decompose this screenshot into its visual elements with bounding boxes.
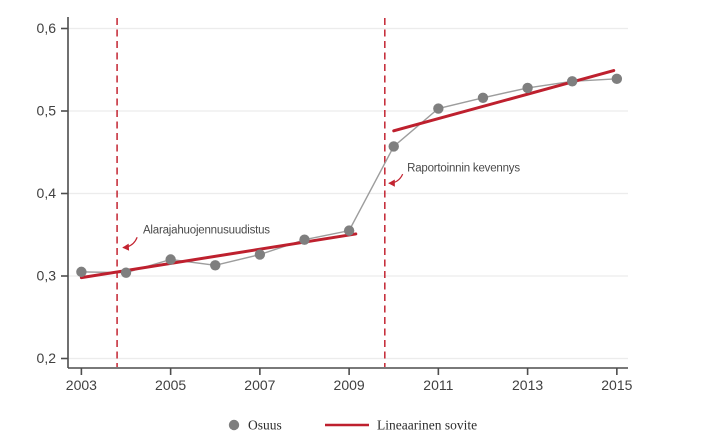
x-tick-label: 2007 xyxy=(244,377,275,393)
legend-label-osuus: Osuus xyxy=(248,418,282,433)
data-point xyxy=(477,92,489,104)
reference-lines xyxy=(116,18,386,367)
legend-marker-osuus xyxy=(228,419,240,431)
annotations-group: Alarajahuojennusuudistus Raportoinnin kev… xyxy=(122,163,521,251)
data-point xyxy=(567,76,578,87)
annotation-arrow xyxy=(388,173,404,187)
data-point xyxy=(120,267,132,278)
series-line-osuus xyxy=(81,78,617,274)
series-line-group xyxy=(81,78,617,274)
data-point xyxy=(165,254,176,265)
axes: 0,2 0,3 0,4 0,5 0,6 2003 2005 2007 2009 2011 2013 2… xyxy=(37,17,633,393)
y-tick-label: 0,4 xyxy=(37,185,57,201)
x-tick-label: 2009 xyxy=(334,377,365,393)
x-tick-label: 2011 xyxy=(423,377,453,393)
data-point xyxy=(76,266,87,278)
x-tick-label: 2015 xyxy=(601,377,632,393)
fit-line xyxy=(392,69,616,133)
x-tick-label: 2003 xyxy=(66,377,97,393)
annotation-label: Raportoinnin kevennys xyxy=(407,163,520,175)
data-point xyxy=(343,225,355,236)
gridlines xyxy=(68,27,628,360)
y-tick-label: 0,3 xyxy=(37,268,57,284)
annotation-label: Alarajahuojennusuudistus xyxy=(143,224,270,236)
data-point xyxy=(210,260,221,271)
annotation-arrow xyxy=(122,236,138,251)
y-tick-label: 0,2 xyxy=(37,350,57,366)
x-tick-label: 2005 xyxy=(155,377,186,393)
x-tick-label: 2013 xyxy=(512,377,543,393)
legend-label-fit: Lineaarinen sovite xyxy=(377,418,477,433)
data-point xyxy=(522,82,533,94)
y-tick-label: 0,5 xyxy=(37,103,57,119)
data-point xyxy=(611,73,623,85)
data-points-group xyxy=(76,73,623,278)
data-point xyxy=(433,103,444,114)
fit-lines-group xyxy=(79,69,616,280)
data-point xyxy=(299,234,310,245)
y-tick-label: 0,6 xyxy=(37,20,57,36)
data-point xyxy=(254,249,266,260)
legend: Osuus Lineaarinen sovite xyxy=(228,418,477,433)
data-point xyxy=(388,141,399,152)
